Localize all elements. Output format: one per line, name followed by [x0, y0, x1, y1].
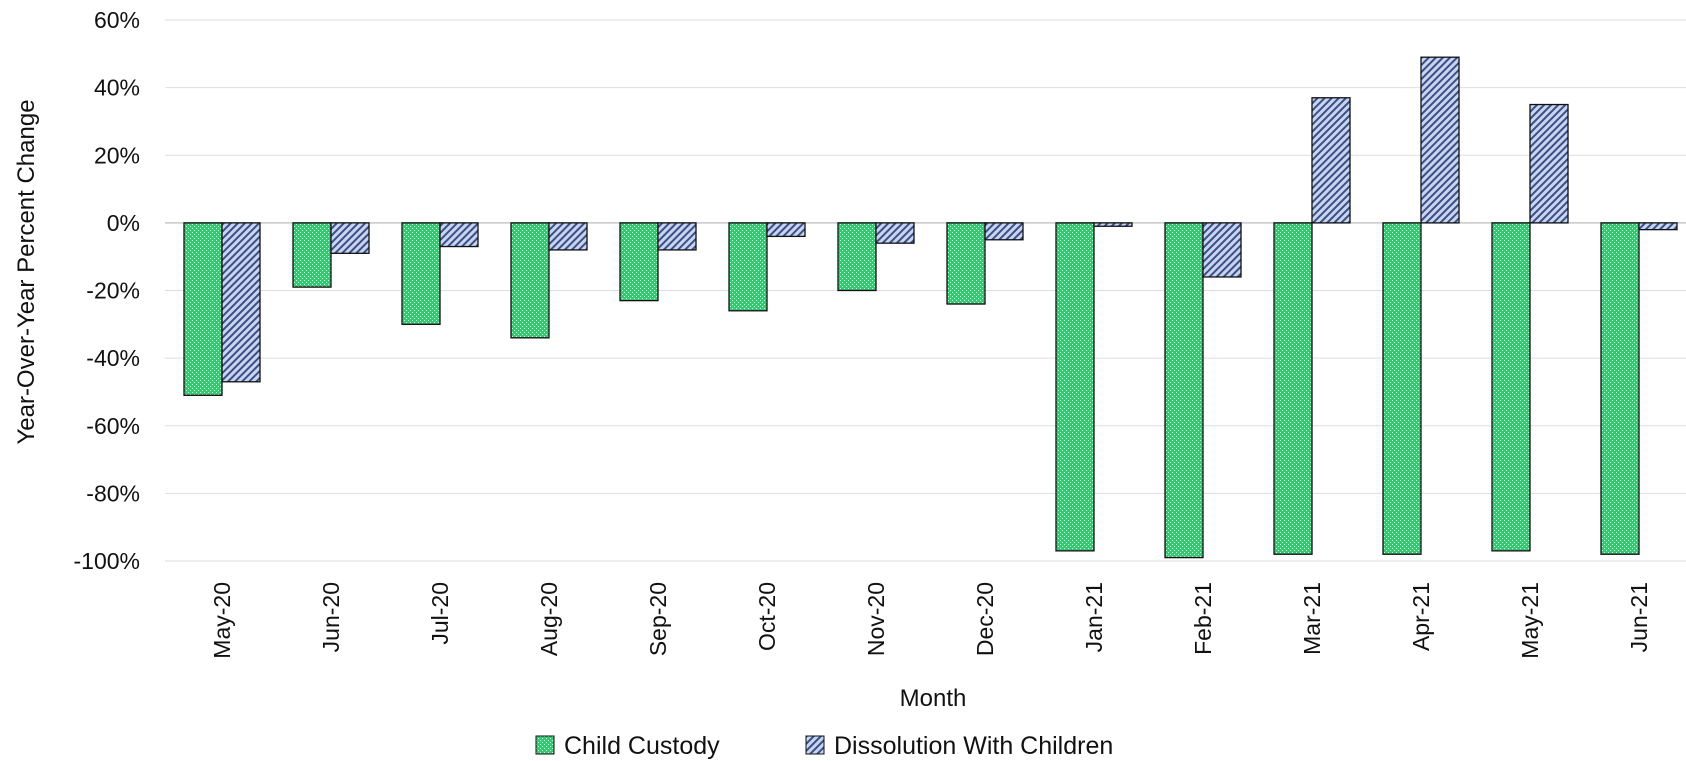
- bar-dissolution-with-children-jun-20: [330, 222, 370, 254]
- y-axis-ticks: 60% 40% 20% 0% -20% -40% -60% -80% -100%: [74, 7, 140, 574]
- x-tick-label: Apr-21: [1408, 582, 1434, 651]
- bar-dissolution-with-children-aug-20: [548, 222, 588, 251]
- legend-label-child-custody: Child Custody: [564, 732, 720, 760]
- x-axis-title: Month: [900, 685, 967, 712]
- y-tick-label: -20%: [86, 278, 140, 304]
- bar-child-custody-jun-20: [292, 222, 332, 288]
- legend-swatch-child-custody: [535, 735, 555, 755]
- bar-dissolution-with-children-jun-21: [1638, 222, 1678, 231]
- x-tick-label: Sep-20: [645, 582, 671, 656]
- y-tick-label: 0%: [107, 210, 140, 236]
- bar-child-custody-sep-20: [619, 222, 659, 302]
- x-tick-label: Oct-20: [754, 582, 780, 651]
- bar-dissolution-with-children-nov-20: [875, 222, 915, 244]
- legend: Child Custody Dissolution With Children: [535, 732, 1113, 760]
- bar-dissolution-with-children-apr-21: [1420, 56, 1460, 224]
- x-tick-label: Jun-20: [318, 582, 344, 652]
- bar-child-custody-may-21: [1491, 222, 1531, 552]
- x-tick-label: Mar-21: [1299, 582, 1325, 655]
- y-tick-label: -40%: [86, 345, 140, 371]
- legend-swatch-dissolution-with-children: [805, 735, 825, 755]
- x-tick-label: Jan-21: [1081, 582, 1107, 652]
- bar-child-custody-dec-20: [946, 222, 986, 305]
- y-tick-label: 60%: [94, 7, 140, 33]
- bar-dissolution-with-children-jul-20: [439, 222, 479, 248]
- bar-dissolution-with-children-sep-20: [657, 222, 697, 251]
- x-tick-label: Aug-20: [536, 582, 562, 656]
- bar-child-custody-oct-20: [728, 222, 768, 312]
- legend-label-dissolution-with-children: Dissolution With Children: [834, 732, 1113, 760]
- bar-child-custody-apr-21: [1382, 222, 1422, 555]
- bar-dissolution-with-children-may-21: [1529, 103, 1569, 224]
- bar-dissolution-with-children-mar-21: [1311, 97, 1351, 224]
- bar-dissolution-with-children-dec-20: [984, 222, 1024, 241]
- x-tick-label: Jun-21: [1626, 582, 1652, 652]
- y-tick-label: 40%: [94, 75, 140, 101]
- bar-dissolution-with-children-jan-21: [1093, 222, 1133, 227]
- bar-child-custody-jan-21: [1055, 222, 1095, 552]
- x-tick-label: Feb-21: [1190, 582, 1216, 655]
- y-axis-title: Year-Over-Year Percent Change: [13, 99, 40, 444]
- y-tick-label: -100%: [74, 548, 140, 574]
- x-tick-label: Nov-20: [863, 582, 889, 656]
- bar-dissolution-with-children-oct-20: [766, 222, 806, 238]
- bar-dissolution-with-children-may-20: [221, 222, 261, 383]
- bar-child-custody-nov-20: [837, 222, 877, 292]
- bar-child-custody-mar-21: [1273, 222, 1313, 555]
- y-tick-label: -80%: [86, 480, 140, 506]
- bar-dissolution-with-children-feb-21: [1202, 222, 1242, 278]
- x-tick-label: Jul-20: [427, 582, 453, 645]
- bar-child-custody-may-20: [183, 222, 223, 396]
- bars: [183, 56, 1678, 559]
- x-tick-label: May-20: [209, 582, 235, 659]
- x-tick-label: May-21: [1517, 582, 1543, 659]
- bar-child-custody-jun-21: [1600, 222, 1640, 555]
- x-axis-ticks: May-20 Jun-20 Jul-20 Aug-20 Sep-20 Oct-20 Nov-…: [209, 582, 1652, 659]
- bar-child-custody-aug-20: [510, 222, 550, 339]
- bar-child-custody-feb-21: [1164, 222, 1204, 559]
- y-tick-label: 20%: [94, 142, 140, 168]
- x-tick-label: Dec-20: [972, 582, 998, 656]
- bar-child-custody-jul-20: [401, 222, 441, 325]
- y-tick-label: -60%: [86, 413, 140, 439]
